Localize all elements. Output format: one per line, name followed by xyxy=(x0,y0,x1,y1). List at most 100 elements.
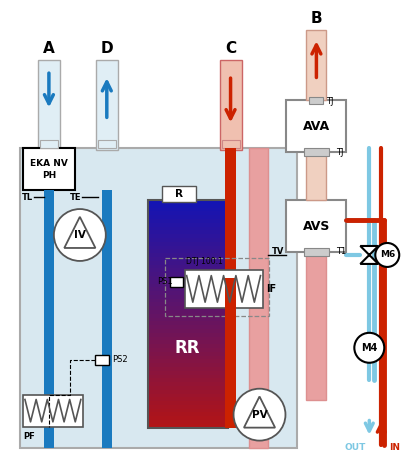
Bar xyxy=(147,416,227,421)
Polygon shape xyxy=(359,246,377,264)
Bar xyxy=(147,219,227,223)
Bar xyxy=(147,367,227,371)
Text: B: B xyxy=(310,11,322,26)
Bar xyxy=(40,140,58,148)
Text: OUT: OUT xyxy=(344,443,365,452)
Bar xyxy=(147,340,227,345)
Bar xyxy=(147,375,227,379)
Bar xyxy=(169,277,182,287)
Bar xyxy=(147,405,227,409)
Bar xyxy=(221,140,239,148)
Bar xyxy=(147,348,227,352)
Text: C: C xyxy=(225,41,235,56)
Bar xyxy=(147,276,227,280)
Circle shape xyxy=(54,209,105,261)
Bar xyxy=(147,420,227,424)
Text: AVA: AVA xyxy=(302,120,329,133)
Bar xyxy=(286,200,346,252)
Text: A: A xyxy=(43,41,55,56)
Text: EKA NV: EKA NV xyxy=(30,159,68,167)
Bar xyxy=(147,223,227,227)
Text: TJ: TJ xyxy=(336,148,343,157)
Bar xyxy=(147,287,227,292)
Bar xyxy=(95,61,117,150)
Bar xyxy=(147,200,227,428)
Bar xyxy=(147,280,227,284)
Bar xyxy=(147,382,227,386)
Text: AVS: AVS xyxy=(302,219,329,233)
Bar xyxy=(147,424,227,428)
Bar xyxy=(248,148,268,447)
Bar xyxy=(20,148,297,447)
Text: IV: IV xyxy=(74,230,85,240)
Text: TJ: TJ xyxy=(326,97,333,106)
Bar xyxy=(147,325,227,330)
Bar xyxy=(147,397,227,401)
Bar xyxy=(147,356,227,360)
Bar xyxy=(147,314,227,318)
Bar xyxy=(147,204,227,208)
Bar xyxy=(147,295,227,299)
Bar xyxy=(38,61,60,150)
Bar xyxy=(309,97,322,104)
Bar xyxy=(147,261,227,265)
Polygon shape xyxy=(64,217,95,248)
Bar xyxy=(286,100,346,152)
Bar xyxy=(147,393,227,398)
Bar xyxy=(147,359,227,363)
Bar xyxy=(147,363,227,367)
Text: T1: T1 xyxy=(336,248,346,257)
Bar xyxy=(147,208,227,212)
Circle shape xyxy=(233,389,285,440)
Bar xyxy=(147,238,227,242)
Bar xyxy=(147,303,227,307)
Bar xyxy=(147,299,227,303)
Bar xyxy=(95,355,109,365)
Polygon shape xyxy=(243,396,274,428)
Bar xyxy=(147,268,227,272)
Text: TV: TV xyxy=(271,248,283,257)
Text: TE: TE xyxy=(70,193,81,202)
Text: PF: PF xyxy=(23,432,34,441)
Text: PH: PH xyxy=(42,171,56,180)
Bar xyxy=(147,234,227,239)
Text: D: D xyxy=(100,41,113,56)
Bar xyxy=(147,212,227,216)
Text: PS2: PS2 xyxy=(111,355,127,364)
Bar xyxy=(147,344,227,348)
Bar xyxy=(147,378,227,383)
Bar xyxy=(147,253,227,257)
Bar xyxy=(147,371,227,375)
Bar xyxy=(101,190,111,447)
Text: IF: IF xyxy=(266,284,276,294)
Text: TL: TL xyxy=(22,193,33,202)
Bar xyxy=(147,272,227,276)
Bar xyxy=(147,306,227,310)
Text: IN: IN xyxy=(388,443,399,452)
Text: RR: RR xyxy=(174,339,200,357)
Bar xyxy=(147,386,227,390)
Bar xyxy=(306,252,326,400)
Bar xyxy=(147,242,227,246)
Text: PS1: PS1 xyxy=(156,277,172,287)
Bar xyxy=(147,329,227,333)
Bar xyxy=(147,230,227,234)
Bar xyxy=(147,283,227,288)
Text: DTJ 100.1: DTJ 100.1 xyxy=(185,257,222,266)
Bar xyxy=(147,408,227,413)
Bar xyxy=(147,333,227,337)
Bar xyxy=(44,190,54,447)
Bar xyxy=(147,321,227,326)
Text: R: R xyxy=(174,189,182,199)
Bar xyxy=(184,270,262,308)
Bar xyxy=(147,318,227,322)
Bar xyxy=(147,337,227,341)
Bar xyxy=(304,148,328,156)
Bar xyxy=(147,250,227,254)
Bar xyxy=(23,148,75,190)
Bar xyxy=(164,258,269,316)
Bar xyxy=(147,246,227,250)
Text: PV: PV xyxy=(251,409,267,420)
Bar xyxy=(147,257,227,261)
Circle shape xyxy=(353,333,383,363)
